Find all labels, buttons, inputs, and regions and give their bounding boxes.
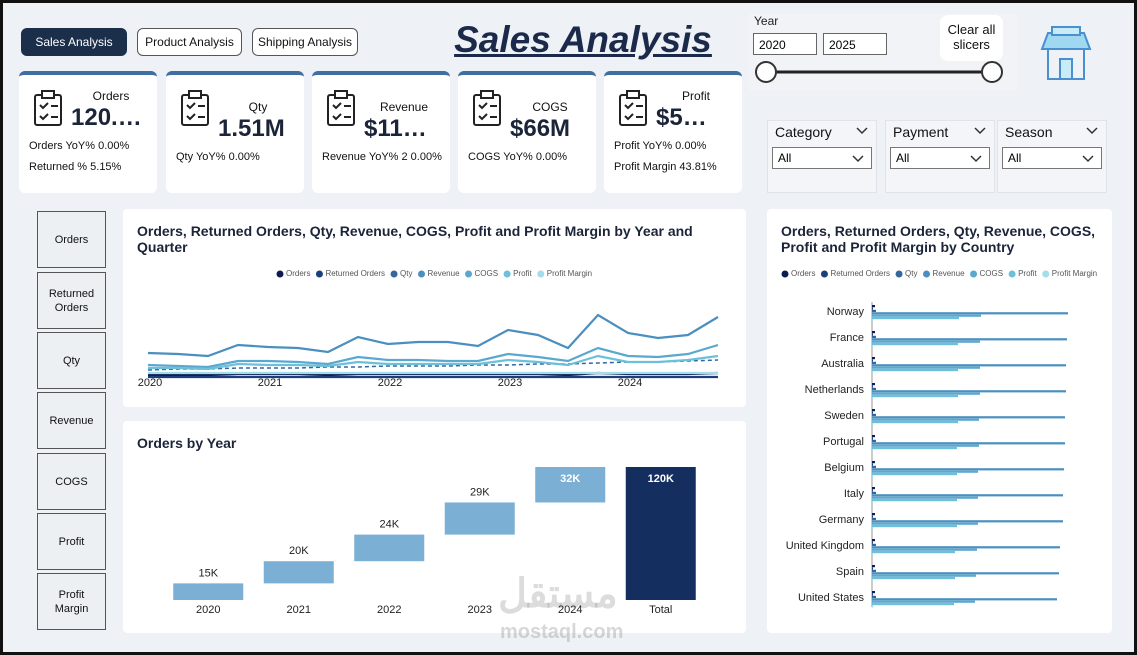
kpi-detail: Orders YoY% 0.00%: [29, 140, 130, 152]
filter-label: Payment: [893, 124, 949, 140]
header-title: Sales Analysis: [454, 19, 712, 60]
icon: [1040, 26, 1092, 80]
measure-button[interactable]: Orders: [37, 211, 106, 268]
kpi-label: Revenue: [379, 100, 429, 114]
icon: [755, 61, 1003, 83]
kpi-value: 120.…: [71, 104, 142, 131]
kpi-detail: Returned % 5.15%: [29, 161, 122, 173]
watermark-logo: مستقل: [498, 572, 618, 616]
chart-card: [767, 209, 1112, 633]
kpi-detail: Revenue YoY% 2 0.00%: [322, 151, 442, 163]
kpi-label: COGS: [532, 100, 568, 114]
filter-label: Category: [775, 124, 832, 140]
icon: [856, 127, 868, 135]
filter-dropdown[interactable]: All: [1002, 147, 1102, 169]
kpi-value: 1.51M: [218, 115, 285, 142]
filter-label: Season: [1005, 124, 1053, 140]
kpi-value: $5…: [656, 104, 707, 131]
nav-button[interactable]: Product Analysis: [137, 28, 242, 56]
kpi-value: $11…: [364, 115, 427, 142]
slicer-to[interactable]: 2025: [823, 33, 887, 55]
measure-button[interactable]: Qty: [37, 332, 106, 389]
measure-button[interactable]: Profit Margin: [37, 573, 106, 630]
kpi-value: $66M: [510, 115, 571, 142]
filter-dropdown[interactable]: All: [772, 147, 872, 169]
icon: [974, 127, 986, 135]
kpi-detail: Profit Margin 43.81%: [614, 161, 717, 173]
nav-button[interactable]: Shipping Analysis: [252, 28, 358, 56]
nav-button[interactable]: Sales Analysis: [21, 28, 127, 56]
icon: [181, 90, 209, 126]
icon: [852, 155, 864, 163]
icon: [473, 90, 501, 126]
measure-button[interactable]: COGS: [37, 453, 106, 510]
chart-title: Orders, Returned Orders, Qty, Revenue, C…: [137, 223, 693, 255]
chart-card: [123, 421, 746, 633]
filter-dropdown[interactable]: All: [890, 147, 990, 169]
icon: [1082, 155, 1094, 163]
icon: [1086, 127, 1098, 135]
kpi-detail: COGS YoY% 0.00%: [468, 151, 568, 163]
measure-button[interactable]: Revenue: [37, 392, 106, 449]
measure-button[interactable]: Returned Orders: [37, 272, 106, 329]
kpi-detail: Qty YoY% 0.00%: [176, 151, 260, 163]
icon: [327, 90, 355, 126]
icon: [970, 155, 982, 163]
measure-button[interactable]: Profit: [37, 513, 106, 570]
watermark-url: mostaql.com: [500, 621, 624, 643]
chart-title: Orders, Returned Orders, Qty, Revenue, C…: [781, 223, 1096, 255]
kpi-label: Profit: [681, 89, 710, 103]
chart-title: Orders by Year: [137, 435, 237, 451]
kpi-label: Orders: [92, 89, 130, 103]
kpi-label: Qty: [248, 100, 268, 114]
kpi-detail: Profit YoY% 0.00%: [614, 140, 707, 152]
icon: [619, 90, 647, 126]
slicer-from[interactable]: 2020: [753, 33, 817, 55]
slicer-label: Year: [754, 14, 779, 28]
icon: [34, 90, 62, 126]
clear-button[interactable]: Clear all slicers: [940, 15, 1003, 61]
